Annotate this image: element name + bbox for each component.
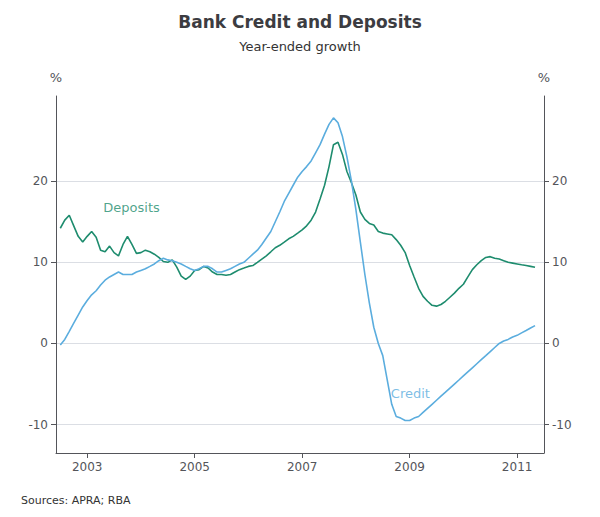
svg-text:Bank Credit and Deposits: Bank Credit and Deposits <box>178 12 422 32</box>
svg-text:Sources: APRA; RBA: Sources: APRA; RBA <box>21 494 131 507</box>
svg-text:0: 0 <box>552 336 560 350</box>
svg-text:Credit: Credit <box>391 386 430 401</box>
svg-text:10: 10 <box>33 255 48 269</box>
svg-text:0: 0 <box>40 336 48 350</box>
svg-text:%: % <box>538 70 550 85</box>
svg-text:10: 10 <box>552 255 567 269</box>
svg-text:-10: -10 <box>552 418 572 432</box>
svg-text:2005: 2005 <box>179 460 210 474</box>
svg-text:2009: 2009 <box>394 460 425 474</box>
svg-text:20: 20 <box>552 174 567 188</box>
svg-text:20: 20 <box>33 174 48 188</box>
svg-text:Year-ended growth: Year-ended growth <box>238 39 361 54</box>
svg-text:2007: 2007 <box>287 460 318 474</box>
svg-text:2011: 2011 <box>502 460 533 474</box>
svg-text:2003: 2003 <box>72 460 103 474</box>
svg-text:-10: -10 <box>28 418 48 432</box>
svg-text:%: % <box>50 70 62 85</box>
svg-text:Deposits: Deposits <box>103 200 160 215</box>
